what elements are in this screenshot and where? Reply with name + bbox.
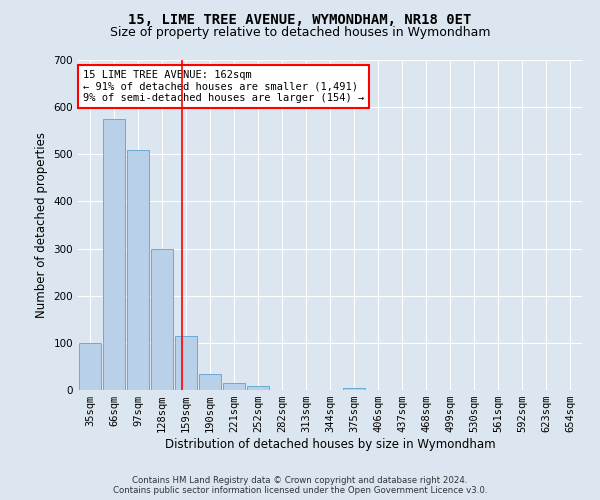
X-axis label: Distribution of detached houses by size in Wymondham: Distribution of detached houses by size … xyxy=(164,438,496,451)
Text: 15 LIME TREE AVENUE: 162sqm
← 91% of detached houses are smaller (1,491)
9% of s: 15 LIME TREE AVENUE: 162sqm ← 91% of det… xyxy=(83,70,364,103)
Bar xyxy=(151,248,173,390)
Bar xyxy=(103,119,125,390)
Text: 15, LIME TREE AVENUE, WYMONDHAM, NR18 0ET: 15, LIME TREE AVENUE, WYMONDHAM, NR18 0E… xyxy=(128,12,472,26)
Text: Contains HM Land Registry data © Crown copyright and database right 2024.
Contai: Contains HM Land Registry data © Crown c… xyxy=(113,476,487,495)
Bar xyxy=(79,343,101,390)
Bar xyxy=(199,374,221,390)
Bar xyxy=(175,336,197,390)
Bar xyxy=(247,386,269,390)
Bar xyxy=(343,388,365,390)
Bar xyxy=(127,150,149,390)
Text: Size of property relative to detached houses in Wymondham: Size of property relative to detached ho… xyxy=(110,26,490,39)
Bar xyxy=(223,383,245,390)
Y-axis label: Number of detached properties: Number of detached properties xyxy=(35,132,48,318)
